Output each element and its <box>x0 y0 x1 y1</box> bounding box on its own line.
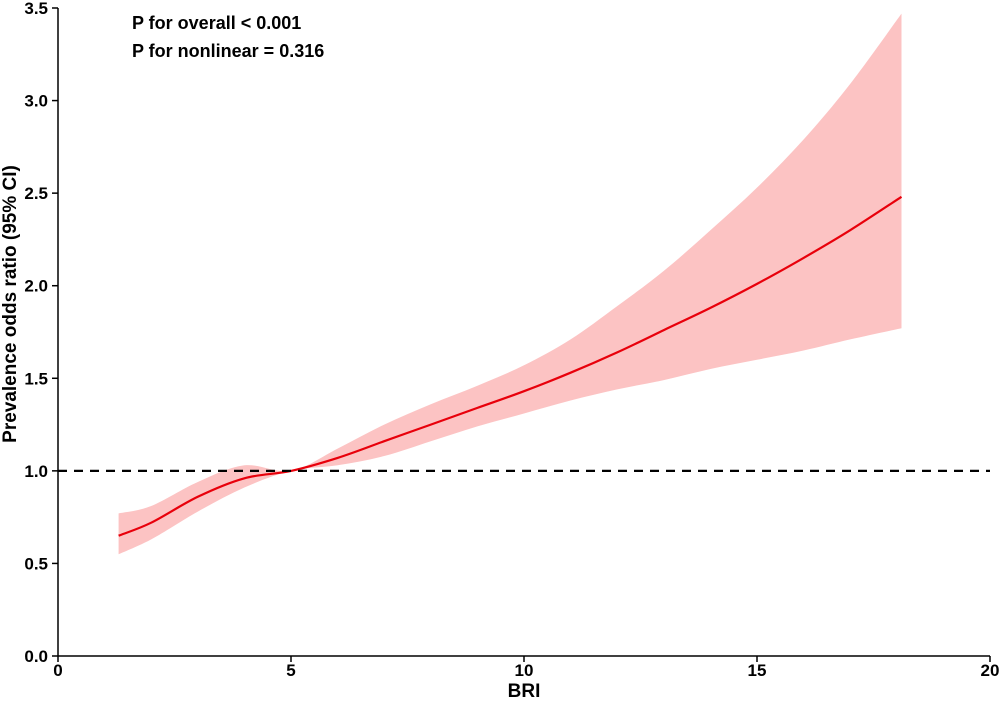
odds-ratio-line <box>118 195 903 537</box>
x-tick-label: 15 <box>748 661 767 680</box>
y-tick-label: 3.0 <box>24 92 48 111</box>
y-tick-label: 2.0 <box>24 277 48 296</box>
y-tick-label: 1.5 <box>24 369 48 388</box>
y-axis-title: Prevalence odds ratio (95% CI) <box>0 165 21 443</box>
x-tick-label: 20 <box>981 661 1000 680</box>
annotation-p-nonlinear: P for nonlinear = 0.316 <box>132 41 324 61</box>
y-tick-label: 0.0 <box>24 647 48 666</box>
y-tick-label: 3.5 <box>24 0 48 18</box>
y-tick-label: 2.5 <box>24 184 48 203</box>
y-tick-label: 0.5 <box>24 554 48 573</box>
annotation-p-overall: P for overall < 0.001 <box>132 13 301 33</box>
x-tick-label: 5 <box>286 661 295 680</box>
x-tick-label: 0 <box>53 661 62 680</box>
x-axis-title: BRI <box>508 681 541 702</box>
ci-band <box>118 13 902 555</box>
x-tick-label: 10 <box>515 661 534 680</box>
y-tick-label: 1.0 <box>24 462 48 481</box>
